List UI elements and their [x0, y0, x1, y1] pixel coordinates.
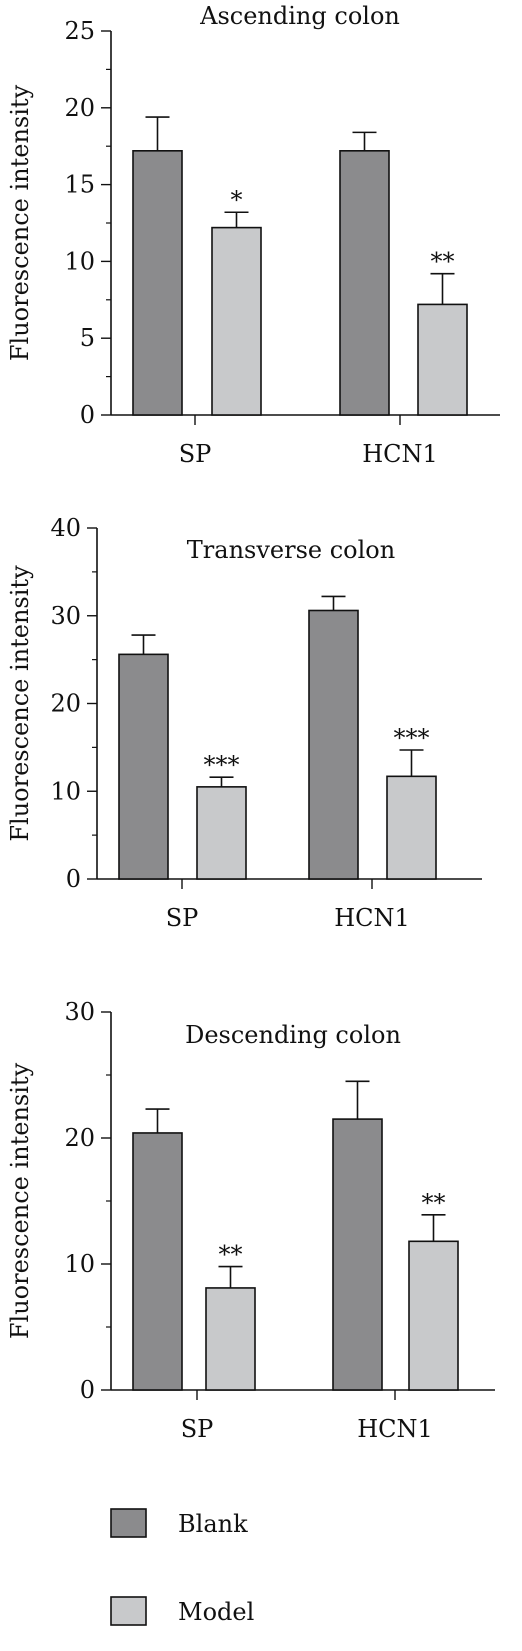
y-tick-label-ascending: 0: [80, 401, 95, 429]
x-tick-label-descending-hcn1: HCN1: [357, 1415, 433, 1443]
y-tick-label-ascending: 20: [64, 94, 95, 122]
chart-transverse: Transverse colon Fluorescence intensity 0 1…: [6, 514, 482, 932]
error-bar-descending-blank-hcn1: [345, 1080, 370, 1120]
x-tick-label-transverse-sp: SP: [166, 904, 199, 932]
legend: Blank Model: [110, 1508, 254, 1626]
y-axis-label-ascending: Fluorescence intensity: [6, 84, 34, 361]
bar-transverse-model-hcn1: [386, 775, 437, 880]
legend-swatch-blank: [110, 1508, 147, 1538]
y-tick-label-transverse: 20: [50, 690, 81, 718]
error-bar-descending-model-hcn1: [421, 1214, 446, 1242]
error-bar-descending-model-sp: [218, 1265, 243, 1288]
significance-marker-descending-hcn1: **: [422, 1189, 446, 1217]
y-tick-label-descending: 30: [64, 998, 95, 1026]
chart-panels: Ascending colon Fluorescence intensity 0 5 1…: [6, 2, 500, 1443]
error-bar-ascending-blank-sp: [145, 116, 170, 151]
legend-swatch-model: [110, 1596, 147, 1626]
x-tick-label-transverse-hcn1: HCN1: [334, 904, 410, 932]
chart-title-descending: Descending colon: [185, 1021, 401, 1049]
y-tick-label-ascending: 10: [64, 247, 95, 275]
significance-marker-descending-sp: **: [219, 1241, 243, 1269]
error-bar-ascending-model-hcn1: [430, 272, 455, 305]
error-bar-transverse-blank-hcn1: [321, 595, 346, 611]
bar-ascending-model-sp: [211, 226, 262, 416]
y-tick-label-transverse: 30: [50, 602, 81, 630]
y-tick-label-descending: 10: [64, 1250, 95, 1278]
bar-ascending-blank-sp: [132, 150, 183, 416]
bar-descending-blank-sp: [132, 1132, 183, 1391]
y-tick-label-transverse: 0: [66, 865, 81, 893]
significance-marker-ascending-hcn1: **: [431, 248, 455, 276]
legend-label-model: Model: [178, 1598, 254, 1626]
y-tick-label-descending: 0: [80, 1376, 95, 1404]
error-bar-transverse-model-hcn1: [399, 749, 424, 777]
error-bar-transverse-model-sp: [209, 776, 234, 787]
bar-descending-model-sp: [205, 1287, 256, 1391]
significance-marker-transverse-sp: ***: [204, 751, 240, 779]
bar-descending-blank-hcn1: [332, 1118, 383, 1391]
legend-label-blank: Blank: [178, 1510, 248, 1538]
x-tick-label-ascending-sp: SP: [179, 440, 212, 468]
significance-marker-transverse-hcn1: ***: [394, 724, 430, 752]
y-tick-label-transverse: 40: [50, 514, 81, 542]
significance-marker-ascending-sp: *: [231, 186, 243, 214]
bar-ascending-blank-hcn1: [339, 150, 390, 416]
error-bar-descending-blank-sp: [145, 1108, 170, 1133]
y-axis-label-descending: Fluorescence intensity: [6, 1062, 34, 1339]
bar-transverse-blank-sp: [118, 653, 169, 880]
y-tick-label-descending: 20: [64, 1124, 95, 1152]
chart-title-transverse: Transverse colon: [187, 536, 395, 564]
error-bar-transverse-blank-sp: [131, 634, 156, 655]
y-tick-label-ascending: 15: [64, 171, 95, 199]
y-tick-label-ascending: 5: [80, 324, 95, 352]
y-tick-label-ascending: 25: [64, 17, 95, 45]
x-tick-label-ascending-hcn1: HCN1: [362, 440, 438, 468]
bar-descending-model-hcn1: [408, 1240, 459, 1391]
chart-descending: Descending colon Fluorescence intensity 0 1…: [6, 998, 495, 1443]
y-axis-label-transverse: Fluorescence intensity: [6, 565, 34, 842]
chart-title-ascending: Ascending colon: [199, 2, 400, 30]
x-tick-label-descending-sp: SP: [181, 1415, 214, 1443]
chart-ascending: Ascending colon Fluorescence intensity 0 5 1…: [6, 2, 500, 468]
y-tick-label-transverse: 10: [50, 777, 81, 805]
error-bar-ascending-blank-hcn1: [352, 131, 377, 151]
bar-transverse-blank-hcn1: [308, 609, 359, 880]
bar-transverse-model-sp: [196, 786, 247, 880]
error-bar-ascending-model-sp: [224, 211, 249, 228]
bar-ascending-model-hcn1: [417, 303, 468, 416]
